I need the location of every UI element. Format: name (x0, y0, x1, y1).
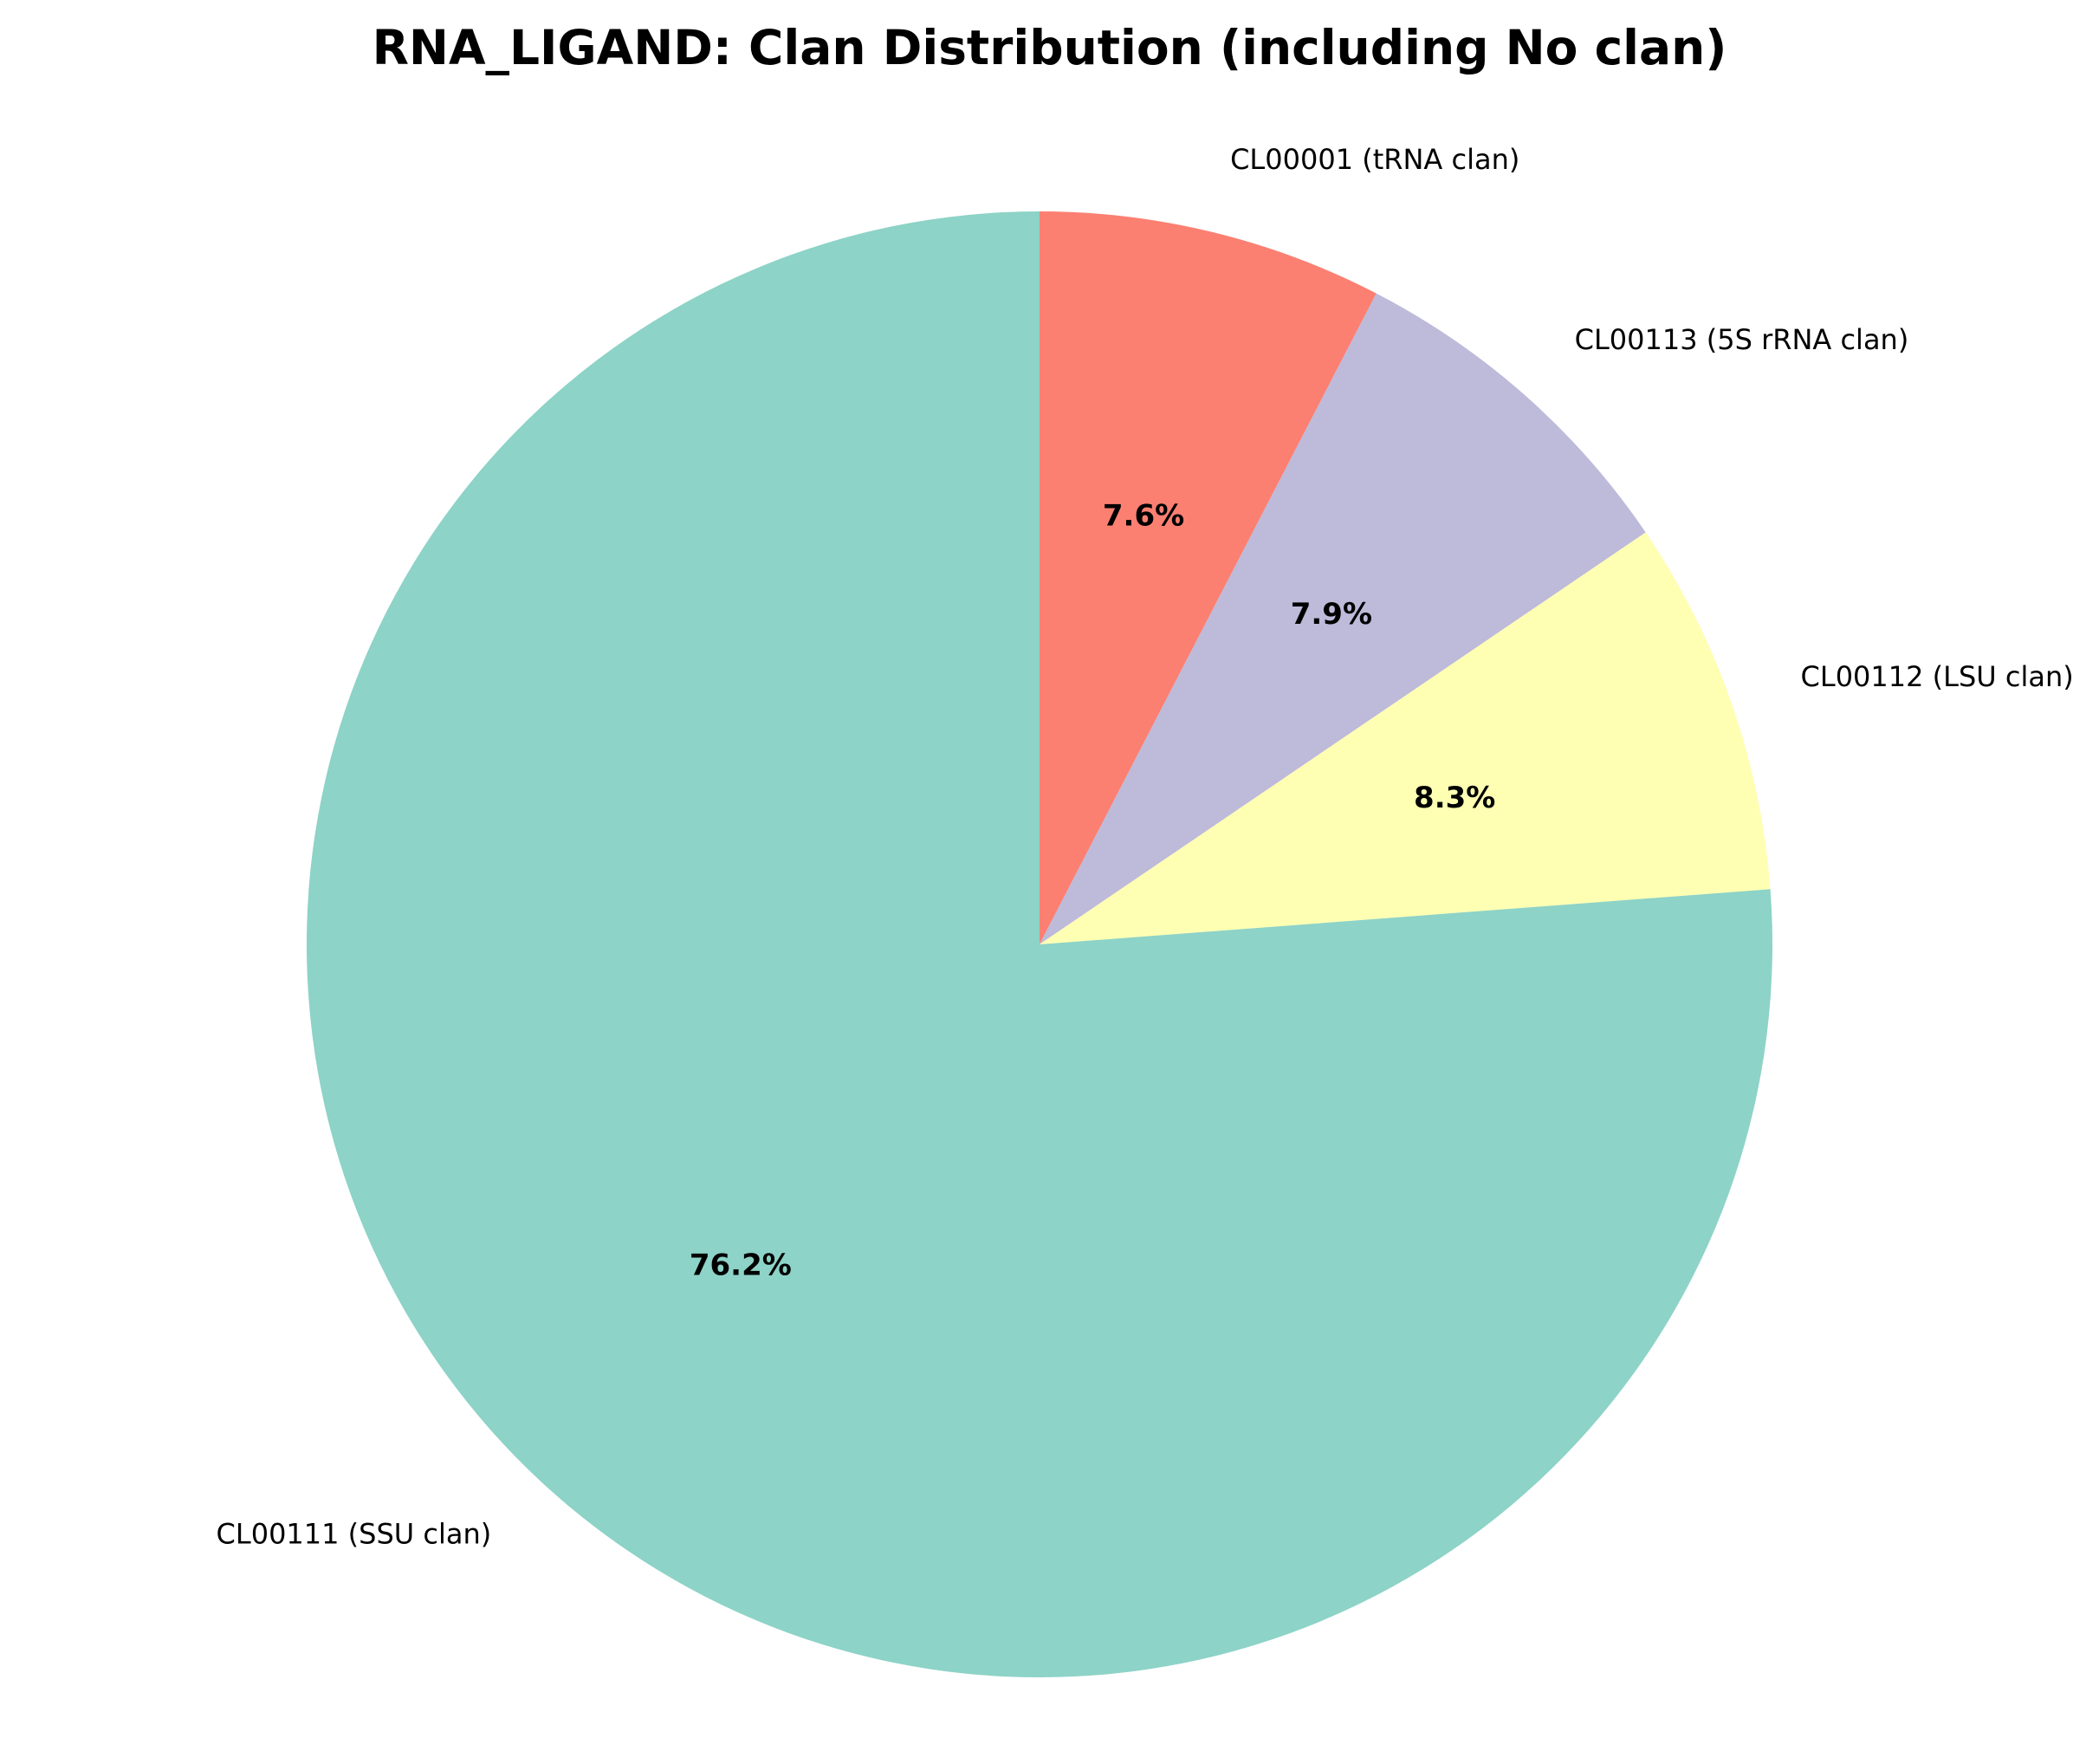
pie-slice-cl00113-5s-rrna-clan (1040, 293, 1646, 944)
slice-label-cl00113-5s-rrna-clan: CL00113 (5S rRNA clan) (1575, 323, 1909, 356)
slice-percent-cl00111-ssu-clan: 76.2% (690, 1248, 792, 1283)
pie-slice-cl00112-lsu-clan (1040, 532, 1771, 944)
pie-labels: CL00001 (tRNA clan) 7.6% CL00113 (5S rRNA … (217, 143, 2074, 1551)
pie-slice-cl00111-ssu-clan (306, 211, 1772, 1678)
slice-percent-cl00001-trna-clan: 7.6% (1103, 498, 1184, 533)
chart-title: RNA_LIGAND: Clan Distribution (including… (372, 20, 1727, 75)
slice-percent-cl00112-lsu-clan: 8.3% (1414, 781, 1495, 815)
slice-label-cl00001-trna-clan: CL00001 (tRNA clan) (1230, 143, 1519, 176)
slice-label-cl00111-ssu-clan: CL00111 (SSU clan) (217, 1517, 492, 1550)
pie-slices (306, 211, 1772, 1678)
slice-label-cl00112-lsu-clan: CL00112 (LSU clan) (1801, 660, 2074, 693)
slice-percent-cl00113-5s-rrna-clan: 7.9% (1291, 597, 1372, 632)
pie-slice-cl00001-trna-clan (1040, 211, 1377, 944)
